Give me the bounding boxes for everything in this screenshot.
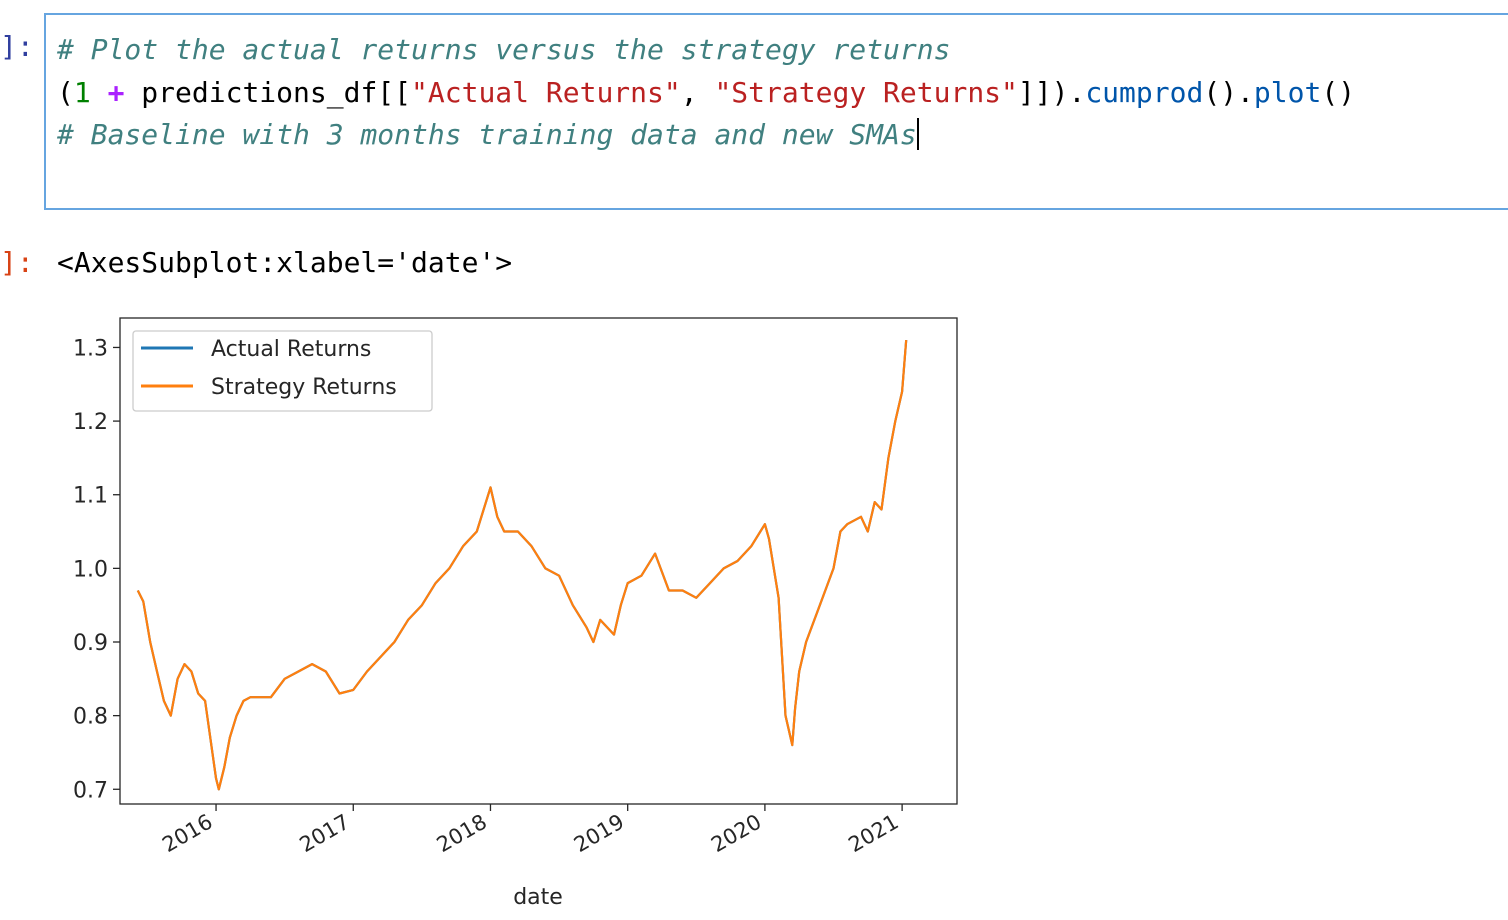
y-tick-label: 1.3 [73, 336, 108, 361]
y-tick-label: 1.2 [73, 410, 108, 435]
code-string-actual: "Actual Returns" [411, 76, 681, 109]
code-token: , [680, 76, 715, 109]
x-tick-label: 2018 [433, 810, 491, 858]
text-cursor [916, 118, 919, 150]
output-text: <AxesSubplot:xlabel='date'> [57, 246, 513, 279]
y-tick-label: 1.1 [73, 484, 108, 509]
code-cell-input[interactable]: # Plot the actual returns versus the str… [44, 13, 1508, 210]
y-tick-label: 1.0 [73, 557, 108, 582]
x-tick-label: 2016 [158, 810, 216, 858]
y-tick-label: 0.7 [73, 778, 108, 803]
y-tick-label: 0.8 [73, 705, 108, 730]
code-method-cumprod: cumprod [1085, 76, 1204, 109]
code-token: ( [57, 76, 74, 109]
x-tick-label: 2017 [295, 810, 353, 858]
code-operator: + [107, 76, 125, 109]
series-line-strategy-returns [136, 340, 908, 791]
x-axis-label: date [513, 885, 563, 910]
code-number: 1 [73, 76, 91, 109]
output-prompt: ]: [0, 246, 34, 279]
code-token: predictions_df[[ [124, 76, 412, 109]
x-tick-label: 2019 [570, 810, 628, 858]
plot-frame [119, 317, 958, 805]
x-tick-label: 2021 [844, 810, 902, 858]
legend-label: Strategy Returns [211, 375, 397, 400]
code-line-1: # Plot the actual returns versus the str… [57, 33, 950, 66]
code-line-3: # Baseline with 3 months training data a… [57, 118, 919, 151]
code-token: (). [1203, 76, 1254, 109]
legend-box [132, 330, 433, 412]
code-comment: # Baseline with 3 months training data a… [57, 118, 917, 151]
code-line-2: (1 + predictions_df[["Actual Returns", "… [57, 76, 1355, 109]
code-comment: # Plot the actual returns versus the str… [57, 33, 951, 66]
code-token: () [1321, 76, 1356, 109]
legend-label: Actual Returns [211, 337, 371, 362]
x-tick-label: 2020 [707, 810, 765, 858]
code-string-strategy: "Strategy Returns" [714, 76, 1018, 109]
code-method-plot: plot [1253, 76, 1322, 109]
y-tick-label: 0.9 [73, 631, 108, 656]
returns-chart: 0.7 0.8 0.9 1.0 1.1 1.2 1.3 2016 2017 2018 2019 202… [73, 317, 958, 910]
input-prompt: ]: [0, 30, 34, 63]
code-token: ]]). [1017, 76, 1086, 109]
